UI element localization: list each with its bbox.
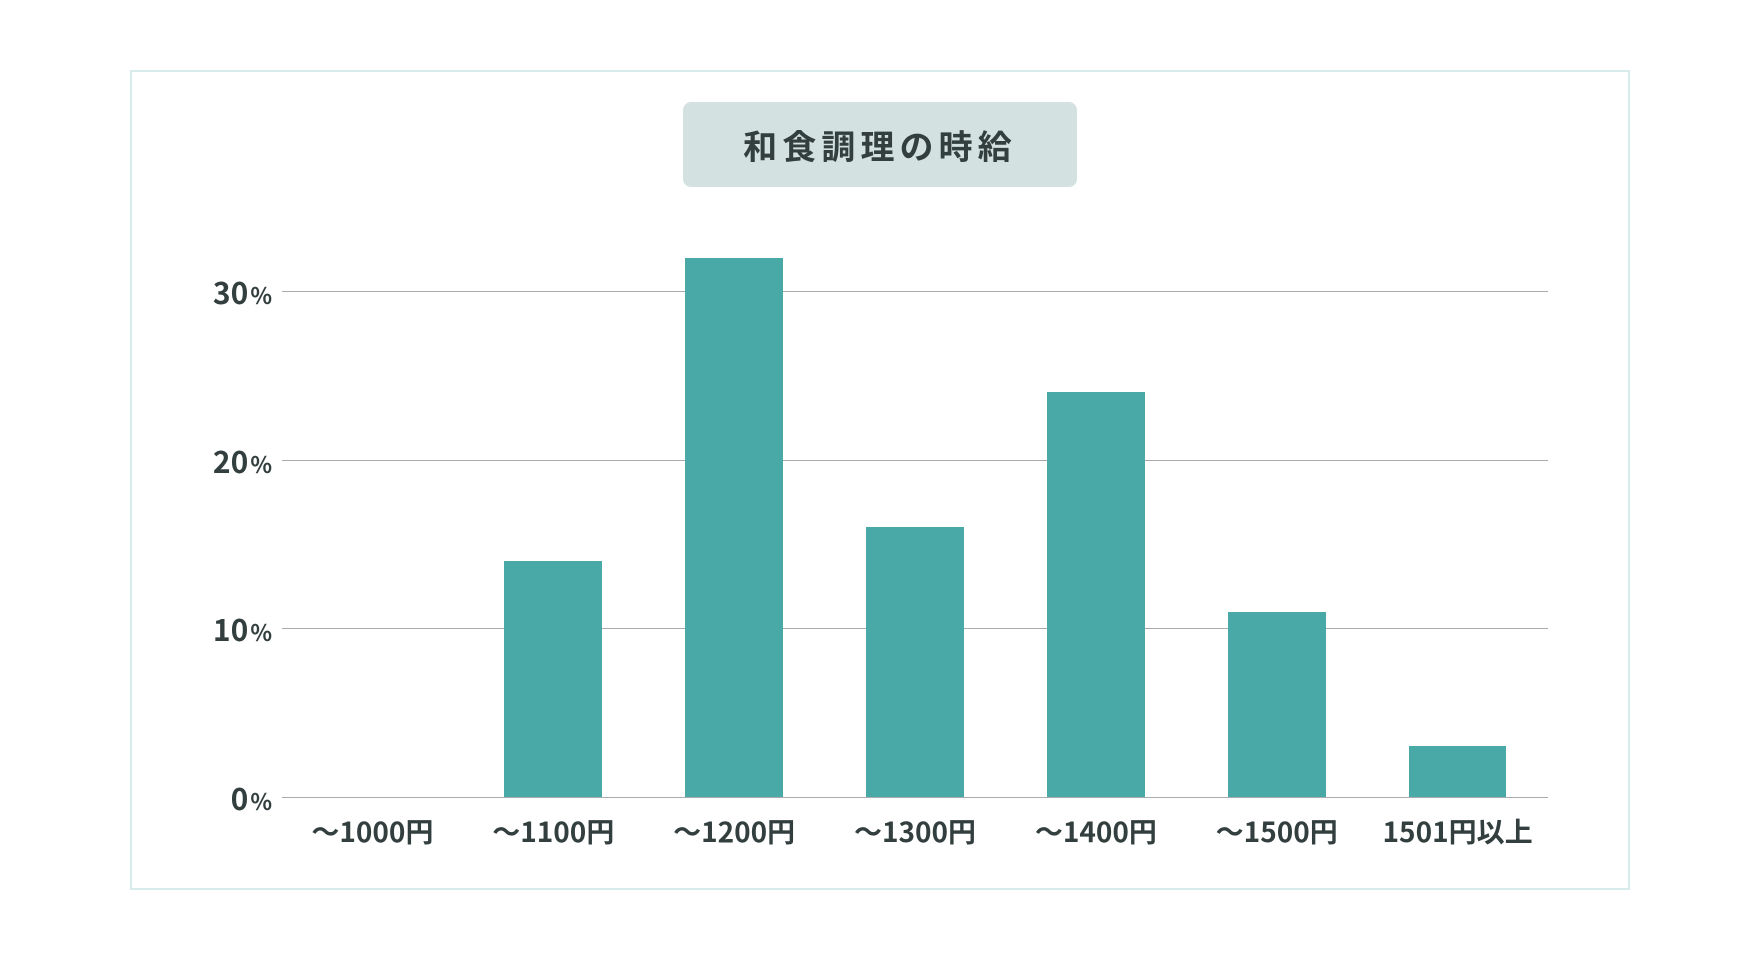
- bar-slot: [644, 207, 825, 797]
- x-axis-labels: 〜1000円〜1100円〜1200円〜1300円〜1400円〜1500円1501…: [282, 811, 1548, 851]
- bar-slot: [1186, 207, 1367, 797]
- bar: [685, 258, 783, 797]
- x-tick-label: 〜1300円: [825, 811, 1006, 851]
- bar: [866, 527, 964, 797]
- bar: [504, 561, 602, 797]
- x-tick-label: 〜1400円: [1005, 811, 1186, 851]
- bars-container: [282, 207, 1548, 797]
- x-tick-label: 〜1500円: [1186, 811, 1367, 851]
- bar-slot: [1367, 207, 1548, 797]
- x-tick-label: 1501円以上: [1367, 811, 1548, 851]
- chart-title: 和食調理の時給: [683, 102, 1077, 187]
- plot-area: 0%10%20%30%: [282, 207, 1548, 797]
- y-axis-labels: 0%10%20%30%: [187, 207, 272, 797]
- bar: [1228, 612, 1326, 797]
- y-tick-label: 20%: [213, 438, 272, 482]
- bar: [1409, 746, 1507, 797]
- x-tick-label: 〜1200円: [644, 811, 825, 851]
- chart-frame: 和食調理の時給 0%10%20%30% 〜1000円〜1100円〜1200円〜1…: [130, 70, 1630, 890]
- bar: [1047, 392, 1145, 797]
- y-tick-label: 30%: [213, 269, 272, 313]
- bar-slot: [282, 207, 463, 797]
- bar-slot: [463, 207, 644, 797]
- gridline: [282, 797, 1548, 798]
- y-tick-label: 10%: [213, 606, 272, 650]
- bar-slot: [1005, 207, 1186, 797]
- bar-slot: [825, 207, 1006, 797]
- x-tick-label: 〜1000円: [282, 811, 463, 851]
- y-tick-label: 0%: [231, 775, 272, 819]
- x-tick-label: 〜1100円: [463, 811, 644, 851]
